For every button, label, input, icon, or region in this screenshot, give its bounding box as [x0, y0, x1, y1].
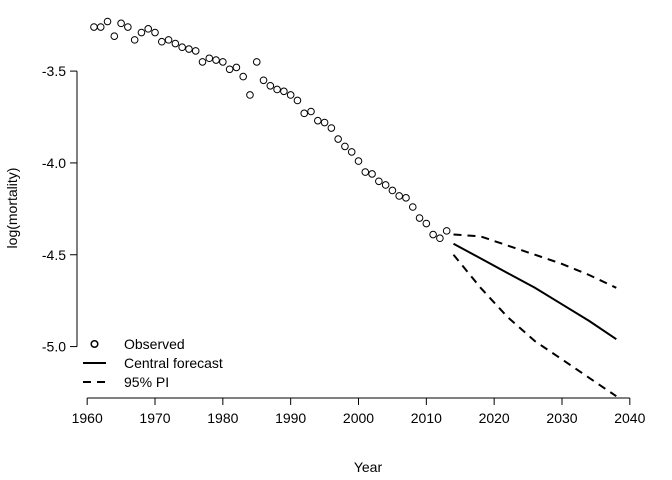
observed-point [130, 36, 139, 44]
observed-point [320, 118, 329, 127]
observed-point [266, 81, 275, 90]
observed-point [96, 23, 105, 31]
y-axis-title: log(mortality) [4, 168, 20, 249]
observed-point [286, 91, 295, 99]
observed-point [368, 170, 376, 178]
observed-point [381, 181, 390, 189]
observed-point [137, 28, 146, 37]
pi-line [452, 254, 617, 398]
observed-point [388, 186, 397, 195]
legend-marker-observed [90, 339, 99, 349]
observed-point [110, 32, 119, 41]
plot-area [90, 17, 617, 398]
observed-point [429, 230, 437, 239]
observed-point [164, 36, 173, 44]
observed-point [314, 116, 322, 125]
x-tick-label: 1990 [275, 410, 306, 426]
legend-label: Observed [124, 336, 185, 352]
observed-point [408, 203, 417, 211]
x-axis-title: Year [354, 459, 383, 475]
observed-point [293, 96, 302, 105]
observed-point [259, 76, 268, 85]
observed-point [307, 107, 315, 116]
x-tick-label: 1970 [139, 410, 170, 426]
legend-label: Central forecast [124, 355, 223, 371]
x-tick-label: 1980 [207, 410, 238, 426]
observed-point [422, 219, 431, 228]
observed-point [117, 19, 125, 28]
y-axis: -3.5 -4.0 -4.5 -5.0 [42, 63, 78, 355]
pi-line [453, 233, 617, 289]
observed-point [354, 157, 363, 165]
legend-label: 95% PI [124, 374, 169, 390]
observed-point [90, 23, 98, 31]
observed-point [300, 109, 309, 118]
observed-point [124, 23, 132, 31]
observed-point [198, 58, 207, 66]
y-tick-label: -4.0 [42, 155, 66, 171]
observed-point [375, 177, 383, 186]
observed-point [341, 142, 349, 151]
observed-point [225, 65, 234, 74]
observed-point [103, 17, 112, 26]
x-tick-label: 1960 [72, 410, 103, 426]
observed-point [273, 85, 281, 94]
observed-point [212, 56, 220, 64]
observed-point [157, 37, 166, 46]
observed-point [334, 135, 342, 143]
observed-point [171, 39, 180, 48]
observed-point [327, 124, 336, 132]
x-tick-label: 2010 [411, 410, 442, 426]
observed-point [436, 234, 444, 243]
observed-point [232, 63, 241, 72]
x-tick-label: 2040 [614, 410, 645, 426]
observed-point [395, 192, 403, 200]
y-tick-label: -3.5 [42, 63, 66, 79]
central-forecast-line [453, 242, 617, 341]
observed-point [402, 194, 410, 202]
observed-point [185, 45, 193, 53]
y-tick-label: -4.5 [42, 247, 66, 263]
observed-point [205, 54, 214, 63]
x-tick-label: 2000 [343, 410, 374, 426]
x-axis: 1960 1970 1980 1990 2000 2010 2020 2030 2040 [72, 397, 646, 426]
observed-point [144, 25, 153, 33]
legend: Observed Central forecast 95% PI [83, 336, 223, 390]
x-tick-label: 2030 [546, 410, 577, 426]
y-tick-label: -5.0 [42, 339, 66, 355]
observed-point [191, 47, 200, 55]
observed-point [415, 214, 424, 222]
observed-point [347, 148, 356, 156]
observed-point [239, 72, 247, 81]
observed-point [151, 28, 159, 37]
observed-point [280, 87, 288, 96]
observed-point [361, 168, 370, 176]
observed-point [178, 43, 186, 52]
observed-point [219, 58, 227, 66]
observed-point [252, 58, 261, 66]
x-tick-label: 2020 [479, 410, 510, 426]
observed-point [442, 227, 451, 235]
observed-point [246, 91, 254, 99]
